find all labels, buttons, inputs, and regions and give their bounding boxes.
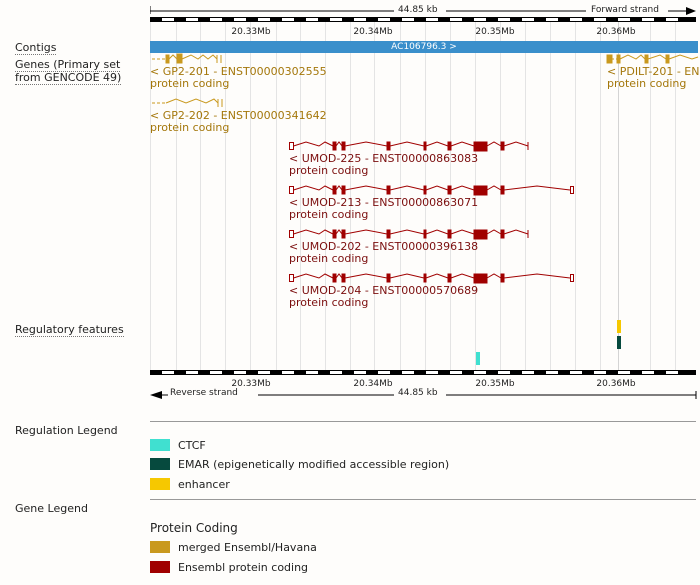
gridline [250, 22, 251, 372]
track-label-contigs[interactable]: Contigs [15, 41, 57, 55]
gridline [500, 22, 501, 372]
gridline [550, 22, 551, 372]
tick-label: 20.36Mb [596, 379, 636, 389]
legend-separator [150, 421, 696, 422]
forward-strand-ruler [150, 6, 696, 22]
reverse-strand-label: Reverse strand [170, 388, 238, 398]
gene-label[interactable]: < PDILT-201 - ENS protein coding [607, 66, 700, 90]
track-label-genes[interactable]: Genes (Primary set from GENCODE 49) [15, 58, 122, 85]
legend-swatch-merged [150, 541, 170, 553]
legend-swatch-ctcf [150, 439, 170, 451]
gridline [525, 22, 526, 372]
gene-umod-225-model[interactable] [289, 141, 529, 152]
legend-swatch-enhancer [150, 478, 170, 490]
gene-models [152, 53, 699, 284]
span-label-bottom: 44.85 kb [398, 388, 438, 398]
gridline [475, 22, 476, 372]
tick-label: 20.36Mb [596, 27, 636, 37]
gene-legend-subtitle: Protein Coding [150, 521, 238, 535]
gene-label[interactable]: < UMOD-204 - ENST00000570689 protein cod… [289, 284, 479, 309]
gridline [350, 22, 351, 372]
gene-label[interactable]: < UMOD-202 - ENST00000396138 protein cod… [289, 240, 479, 265]
gene-umod-213-model[interactable] [289, 185, 574, 196]
gene-gp2-202-model[interactable] [152, 98, 223, 107]
gene-label[interactable]: < GP2-201 - ENST00000302555 protein codi… [150, 65, 327, 90]
gridline [325, 22, 326, 372]
tick-label: 20.34Mb [353, 379, 393, 389]
gridline [276, 22, 277, 372]
regulatory-feature-enhancer[interactable] [617, 320, 621, 333]
legend-swatch-ensembl [150, 561, 170, 573]
gridline [675, 22, 676, 372]
tick-label: 20.33Mb [231, 27, 271, 37]
tick-label: 20.35Mb [475, 379, 515, 389]
tick-label: 20.35Mb [475, 27, 515, 37]
legend-label: EMAR (epigenetically modified accessible… [178, 458, 450, 471]
gene-umod-204-model[interactable] [289, 273, 574, 284]
gridline [225, 22, 226, 372]
gridline [575, 22, 576, 372]
gene-label[interactable]: < GP2-202 - ENST00000341642 protein codi… [150, 109, 327, 134]
gene-gp2-201-model[interactable] [152, 53, 222, 64]
gridline [400, 22, 401, 372]
legend-label: merged Ensembl/Havana [178, 541, 317, 554]
contig-label: AC106796.3 > [391, 42, 457, 52]
contig-bar[interactable]: AC106796.3 > [150, 41, 698, 53]
reverse-strand-ruler [150, 370, 697, 399]
gridline [176, 22, 177, 372]
gene-label[interactable]: < UMOD-213 - ENST00000863071 protein cod… [289, 196, 479, 221]
gridline [374, 22, 375, 372]
gene-umod-202-model[interactable] [289, 229, 529, 240]
forward-strand-label: Forward strand [591, 5, 659, 15]
gridline [300, 22, 301, 372]
gridline [150, 22, 151, 372]
tick-label: 20.33Mb [231, 379, 271, 389]
gridline [200, 22, 201, 372]
gridline [650, 22, 651, 372]
legend-label: CTCF [178, 439, 206, 452]
gridline [618, 22, 619, 372]
gridline [600, 22, 601, 372]
regulation-legend-title: Regulation Legend [15, 424, 118, 437]
gene-legend-title: Gene Legend [15, 502, 88, 515]
legend-separator [150, 499, 696, 500]
legend-label: Ensembl protein coding [178, 561, 309, 574]
regulatory-feature-ctcf[interactable] [476, 352, 480, 365]
track-label-regulatory[interactable]: Regulatory features [15, 323, 124, 337]
legend-swatch-emar [150, 458, 170, 470]
regulatory-feature-emar[interactable] [617, 336, 621, 349]
legend-label: enhancer [178, 478, 230, 491]
gene-pdilt-201-model[interactable] [606, 54, 699, 64]
gridline [425, 22, 426, 372]
gene-label[interactable]: < UMOD-225 - ENST00000863083 protein cod… [289, 152, 479, 177]
span-label-top: 44.85 kb [398, 5, 438, 15]
tick-label: 20.34Mb [353, 27, 393, 37]
gridline [450, 22, 451, 372]
